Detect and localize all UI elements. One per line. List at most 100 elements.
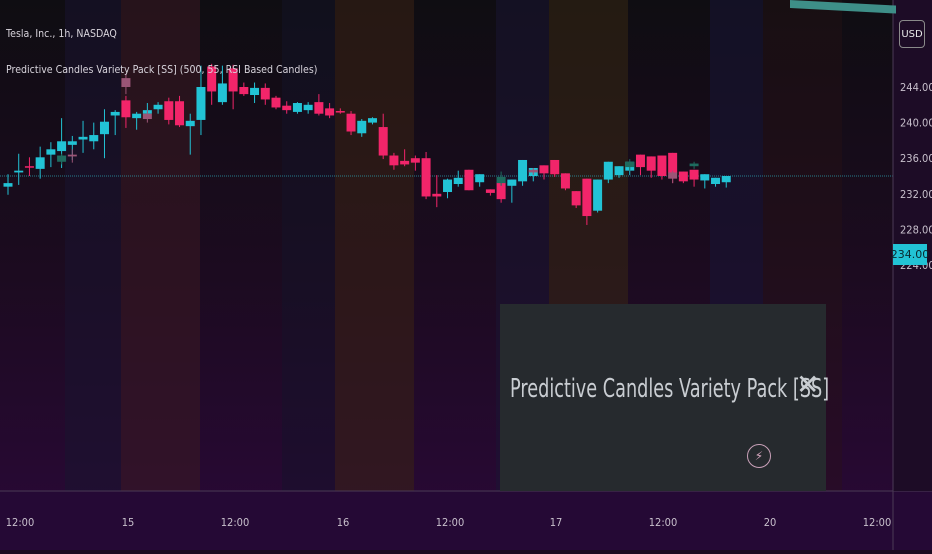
- candle: [475, 174, 485, 183]
- time-axis: 12:00 15 12:00 16 12:00 17 12:00 20 12:00: [6, 516, 892, 529]
- candle: [282, 105, 292, 111]
- time-tick-label: 12:00: [436, 516, 465, 529]
- candle: [175, 101, 185, 126]
- session-band: [335, 0, 414, 491]
- candle: [400, 160, 410, 165]
- prediction-candle: [668, 172, 678, 179]
- candle: [24, 166, 34, 168]
- price-tick-label: 232.00: [900, 188, 932, 201]
- candle: [99, 121, 109, 135]
- prediction-candle: [121, 78, 131, 87]
- candle: [153, 104, 163, 110]
- candle: [271, 97, 281, 108]
- candle: [217, 83, 227, 103]
- candle: [453, 177, 463, 185]
- candle: [378, 127, 388, 156]
- indicator-label[interactable]: Predictive Candles Variety Pack [SS] (50…: [6, 63, 318, 76]
- candle: [164, 101, 174, 120]
- candle: [389, 155, 399, 166]
- price-tick-label: 240.00: [900, 117, 932, 130]
- candle: [582, 178, 592, 217]
- candle: [678, 171, 688, 182]
- candle: [260, 87, 270, 100]
- price-tick-label: 236.00: [900, 152, 932, 165]
- candle: [700, 174, 710, 181]
- candle: [239, 87, 249, 95]
- candle: [57, 141, 67, 152]
- currency-button[interactable]: USD: [899, 20, 925, 48]
- candle: [67, 141, 77, 145]
- prediction-candle: [67, 154, 77, 157]
- candle: [518, 159, 528, 182]
- candle: [721, 176, 731, 183]
- candle: [614, 166, 624, 176]
- candle: [367, 118, 377, 123]
- time-tick-label: 20: [764, 516, 777, 529]
- time-tick-label: 17: [550, 516, 563, 529]
- candle: [668, 152, 678, 174]
- candle: [314, 102, 324, 114]
- candle: [571, 191, 581, 206]
- candle: [496, 182, 506, 200]
- candle: [14, 170, 24, 173]
- candle: [357, 120, 367, 134]
- candle: [711, 177, 721, 185]
- candle: [646, 156, 656, 171]
- candle: [46, 149, 56, 155]
- candle: [560, 173, 570, 189]
- prediction-candle: [57, 155, 67, 162]
- candle: [78, 136, 88, 140]
- candle: [421, 158, 431, 197]
- prediction-candle: [689, 163, 699, 167]
- last-price-tag: 234.00: [891, 244, 929, 265]
- prediction-candle: [625, 161, 635, 168]
- candle: [593, 179, 603, 211]
- lightning-icon: ⚡: [747, 444, 771, 468]
- price-tick-label: 228.00: [900, 223, 932, 236]
- time-axis-background: [0, 491, 932, 550]
- promo-overlay: Predictive Candles Variety Pack [SS] ✕ ⚡: [500, 304, 830, 491]
- session-band: [282, 0, 335, 491]
- candle: [507, 179, 517, 186]
- candle: [132, 113, 142, 119]
- candle: [657, 155, 667, 176]
- time-tick-label: 15: [122, 516, 135, 529]
- price-tick-label: 244.00: [900, 81, 932, 94]
- time-tick-label: 12:00: [649, 516, 678, 529]
- candle: [689, 169, 699, 180]
- promo-title: Predictive Candles Variety Pack [SS]: [510, 374, 830, 404]
- candle: [207, 66, 217, 92]
- candle: [325, 108, 335, 116]
- prediction-candle: [142, 113, 152, 120]
- time-tick-label: 16: [337, 516, 350, 529]
- session-band: [65, 0, 121, 491]
- candle: [250, 87, 260, 96]
- prediction-candle: [528, 169, 538, 173]
- close-icon[interactable]: ✕: [796, 368, 820, 401]
- candle: [303, 104, 313, 111]
- candle: [35, 157, 45, 169]
- candle: [410, 158, 420, 163]
- candle: [196, 87, 206, 120]
- ticker-label[interactable]: Tesla, Inc., 1h, NASDAQ: [6, 27, 117, 40]
- candle: [228, 68, 238, 92]
- candle: [550, 159, 560, 175]
- candle: [485, 189, 495, 193]
- session-band: [121, 0, 200, 491]
- candle: [292, 103, 302, 112]
- time-tick-label: 12:00: [6, 516, 35, 529]
- candle: [346, 113, 356, 132]
- candle: [3, 183, 13, 187]
- candle: [335, 111, 345, 113]
- prediction-candle: [496, 176, 506, 184]
- candle: [89, 135, 99, 142]
- candle: [110, 111, 120, 116]
- candle: [185, 120, 195, 127]
- time-tick-label: 12:00: [863, 516, 892, 529]
- candle: [464, 169, 474, 191]
- candle: [635, 154, 645, 168]
- candles: [3, 63, 731, 225]
- candle: [443, 179, 453, 193]
- candle: [121, 100, 131, 118]
